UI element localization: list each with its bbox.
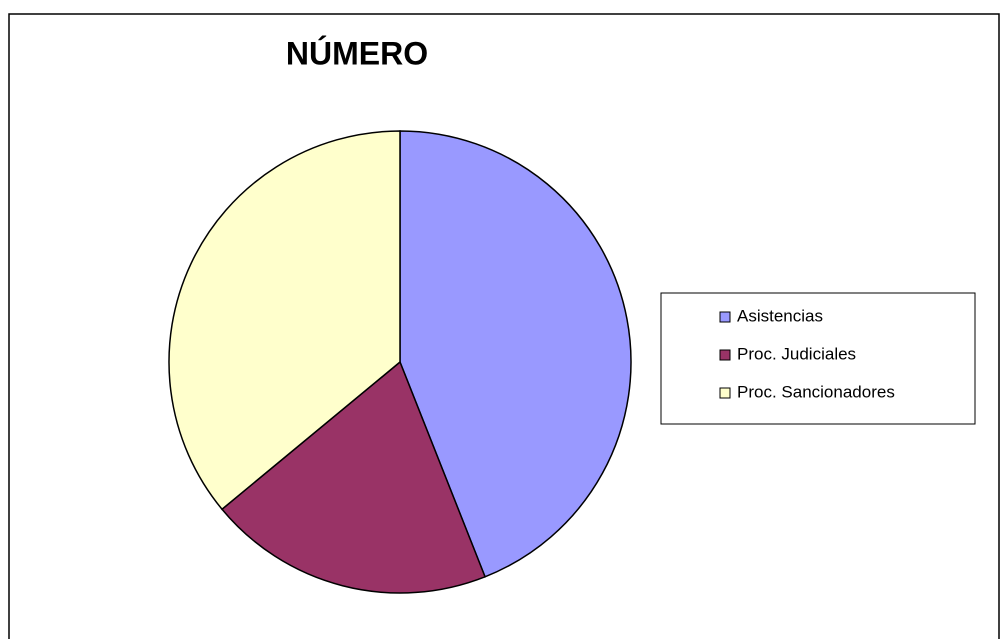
legend-swatch xyxy=(719,311,731,323)
legend-label: Asistencias xyxy=(737,306,823,325)
pie-slice xyxy=(399,130,632,578)
legend-swatch xyxy=(719,349,731,361)
legend-label: Proc. Sancionadores xyxy=(737,382,895,401)
legend-label: Proc. Judiciales xyxy=(737,344,856,363)
legend xyxy=(660,292,976,425)
pie-slice xyxy=(168,130,401,511)
pie-slice xyxy=(220,360,487,594)
legend-swatch xyxy=(719,387,731,399)
chart-title: NÚMERO xyxy=(286,35,428,71)
